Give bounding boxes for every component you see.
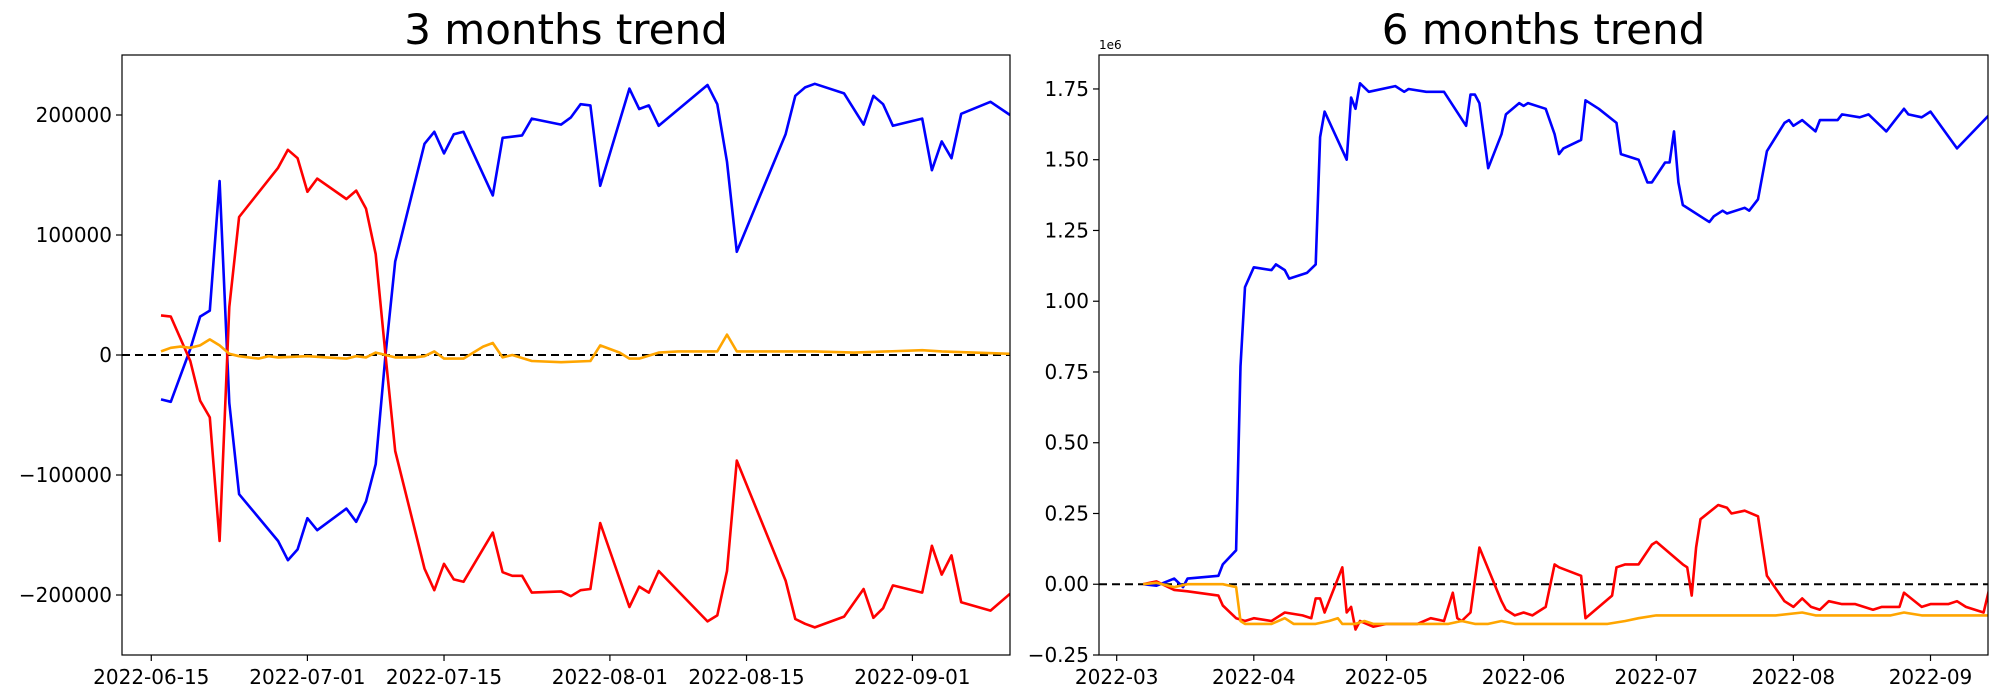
chart-title: 3 months trend (404, 5, 728, 54)
series-line-0 (1143, 82, 1988, 589)
x-tick-label: 2022-09 (1889, 665, 1973, 689)
y-tick-label: 0.50 (1044, 431, 1089, 455)
chart-panel-6-months: 6 months trend 1e6 −0.25 0.00 0.25 0.50 0.75 1.… (1028, 5, 1989, 689)
y-tick-label: 0.00 (1044, 572, 1089, 596)
x-tick-label: 2022-07-01 (249, 665, 365, 689)
series-group (160, 82, 1010, 629)
y-tick-label: 1.50 (1044, 148, 1089, 172)
y-tick-label: 0 (99, 343, 112, 367)
x-tick-label: 2022-04 (1212, 665, 1296, 689)
x-tick-label: 2022-07-15 (386, 665, 502, 689)
y-tick-label: −200000 (19, 583, 112, 607)
series-line-1 (1142, 503, 1988, 631)
y-tick-label: 0.75 (1044, 360, 1089, 384)
y-tick-label: 0.25 (1044, 501, 1089, 525)
series-line-0 (160, 82, 1010, 562)
x-tick-label: 2022-05 (1345, 665, 1429, 689)
plot-frame (1098, 54, 1989, 656)
series-group (1142, 82, 1988, 631)
x-tick-label: 2022-09-01 (854, 665, 970, 689)
y-axis-exponent-label: 1e6 (1099, 38, 1122, 52)
series-line-2 (1143, 581, 1988, 626)
series-line-2 (160, 333, 1010, 364)
y-tick-label: 1.00 (1044, 289, 1089, 313)
x-tick-label: 2022-06-15 (93, 665, 209, 689)
chart-panel-3-months: 3 months trend −200000 −100000 0 100000 20000… (19, 5, 1011, 689)
x-tick-label: 2022-08 (1752, 665, 1836, 689)
x-tick-label: 2022-07 (1614, 665, 1698, 689)
x-tick-label: 2022-06 (1482, 665, 1566, 689)
y-tick-label: −0.25 (1028, 643, 1089, 667)
y-tick-label: 200000 (36, 103, 112, 127)
y-tick-label: 100000 (36, 223, 112, 247)
y-tick-label: 1.25 (1044, 218, 1089, 242)
y-tick-label: 1.75 (1044, 77, 1089, 101)
x-tick-label: 2022-08-01 (552, 665, 668, 689)
y-tick-label: −100000 (19, 463, 112, 487)
chart-title: 6 months trend (1382, 5, 1706, 54)
x-tick-label: 2022-03 (1075, 665, 1159, 689)
series-line-1 (160, 148, 1010, 629)
x-tick-label: 2022-08-15 (688, 665, 804, 689)
